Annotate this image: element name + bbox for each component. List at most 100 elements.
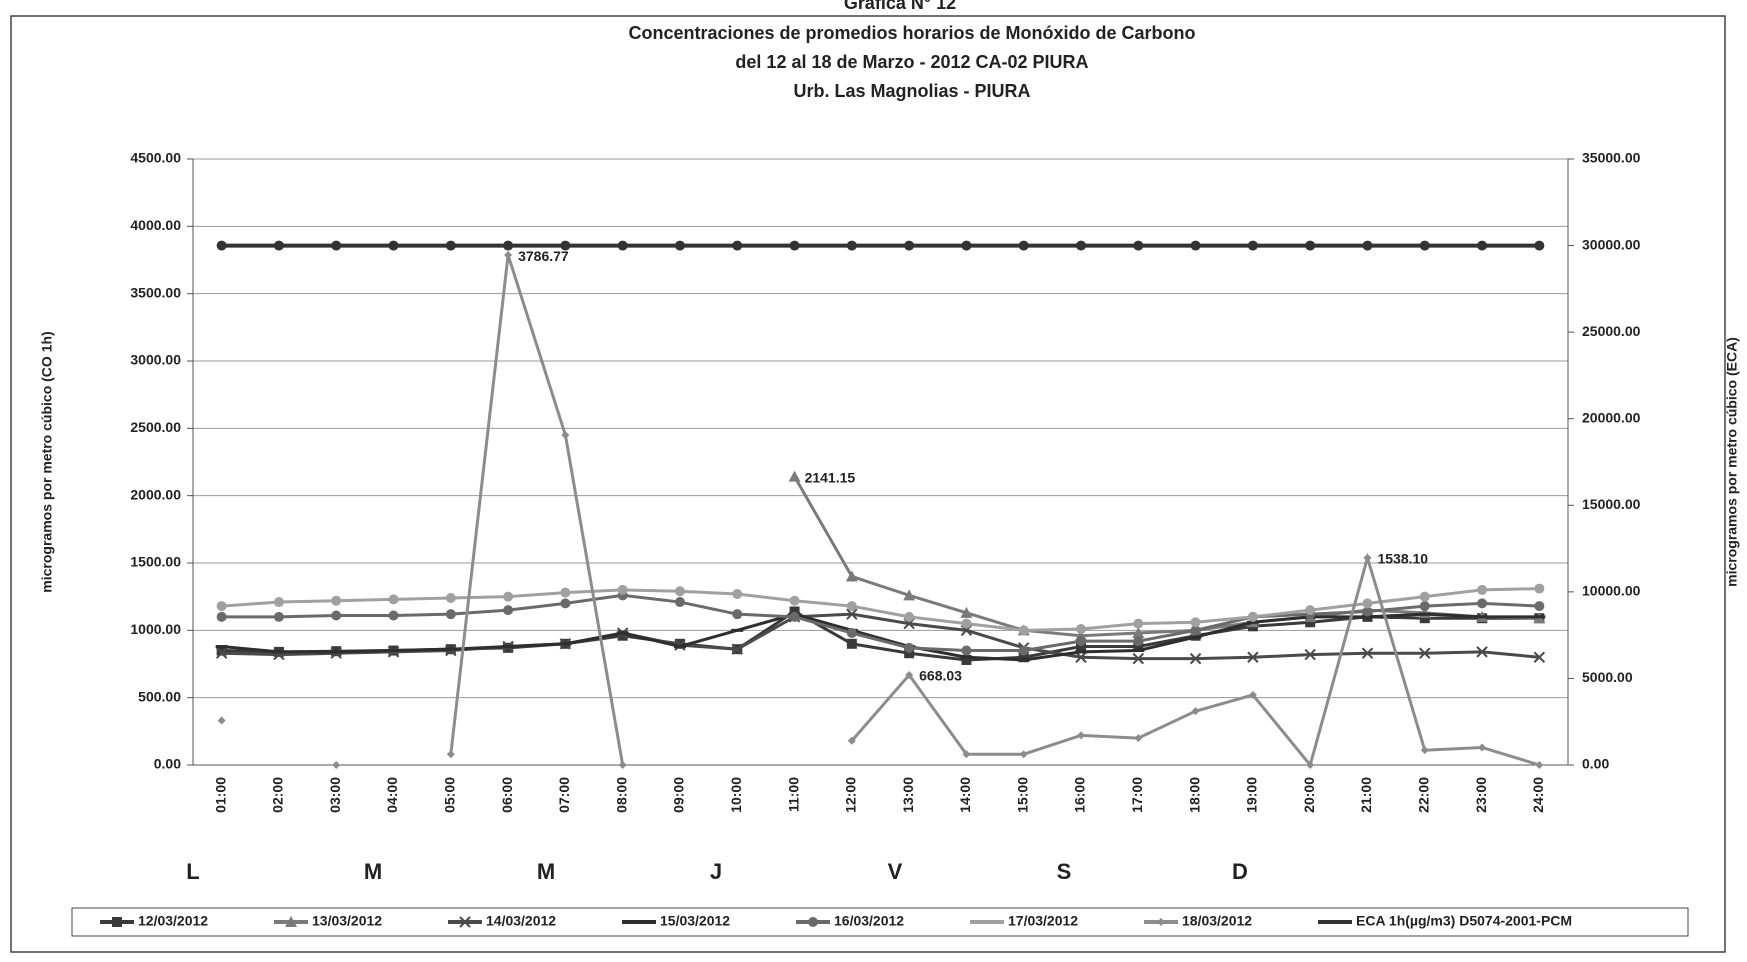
day-label: D [1232,859,1248,884]
marker [1191,707,1200,716]
marker [445,240,456,251]
x-tick-label: 05:00 [442,777,458,813]
marker [560,240,571,251]
y2-tick-label: 5000.00 [1582,669,1633,685]
x-tick-label: 15:00 [1014,777,1030,813]
marker [904,611,915,622]
marker [1419,613,1430,624]
marker [1304,648,1316,661]
x-tick-label: 14:00 [957,777,973,813]
y2-tick-label: 35000.00 [1582,150,1641,166]
marker [1476,646,1488,658]
marker [789,595,800,606]
marker [388,240,399,251]
y-tick-label: 3000.00 [130,352,181,368]
x-tick-label: 11:00 [785,777,801,812]
marker [1076,636,1087,647]
marker [1247,611,1258,622]
marker [1134,734,1143,743]
x-tick-label: 08:00 [613,777,629,813]
legend-marker [112,917,122,927]
x-tick-label: 04:00 [384,777,400,813]
marker [1247,240,1258,251]
marker [273,611,284,622]
y2-axis-title: microgramos por metro cúbico (ECA) [1724,337,1740,587]
marker [504,251,513,260]
marker [1076,623,1087,634]
marker [388,610,399,621]
marker [1533,651,1546,663]
marker [846,638,857,649]
marker [674,597,685,608]
x-tick-label: 12:00 [843,777,859,813]
data-label: 668.03 [919,668,962,684]
marker [331,595,342,606]
legend-label: 13/03/2012 [312,913,382,929]
marker [561,431,570,440]
marker [1363,553,1372,562]
data-label: 3786.77 [518,248,569,264]
x-tick-label: 03:00 [327,777,343,813]
marker [1477,240,1488,251]
marker [1420,746,1429,755]
marker [846,601,857,612]
series-line [793,475,1540,638]
marker [216,601,227,612]
y2-tick-label: 10000.00 [1582,583,1641,599]
marker [1133,240,1144,251]
y-tick-label: 4500.00 [130,150,181,166]
day-label: M [537,859,555,884]
marker [273,597,284,608]
marker [332,761,341,769]
marker [273,240,284,251]
day-label: J [710,859,722,884]
data-label: 2141.15 [805,469,856,485]
marker [1362,606,1373,617]
marker [503,605,514,616]
marker [216,645,227,656]
legend-marker [459,916,471,928]
y-tick-label: 4000.00 [130,217,181,233]
marker [1019,750,1028,759]
marker [1075,651,1087,663]
marker [962,750,971,759]
marker [1132,652,1145,665]
marker [789,606,800,617]
marker [1190,240,1201,251]
y-tick-label: 2000.00 [130,486,181,502]
marker [1305,617,1316,628]
day-label: V [888,859,903,884]
marker [1305,605,1316,616]
marker [445,593,456,604]
data-label: 1538.10 [1377,551,1428,567]
legend-label: 14/03/2012 [486,913,556,929]
series-line [221,593,1540,653]
marker [847,736,856,745]
day-label: S [1057,859,1072,884]
marker [503,240,514,251]
marker [560,587,571,598]
marker [1190,625,1201,636]
x-tick-label: 09:00 [671,777,687,813]
marker [731,643,743,655]
series-line [850,552,1540,769]
marker [961,645,972,656]
chart-title: del 12 al 18 de Marzo - 2012 CA-02 PIURA [735,52,1088,72]
day-label: L [186,859,199,884]
legend-label: 18/03/2012 [1182,913,1252,929]
x-tick-label: 06:00 [499,777,515,813]
marker [788,470,801,482]
marker [846,240,857,251]
legend-label: 17/03/2012 [1008,913,1078,929]
legend-label: 12/03/2012 [138,913,208,929]
marker [1133,641,1144,652]
marker [216,611,227,622]
marker [1018,240,1029,251]
marker [388,594,399,605]
marker [1419,601,1430,612]
marker [1419,647,1431,659]
marker [217,716,226,725]
marker [674,240,685,251]
marker [904,642,915,653]
